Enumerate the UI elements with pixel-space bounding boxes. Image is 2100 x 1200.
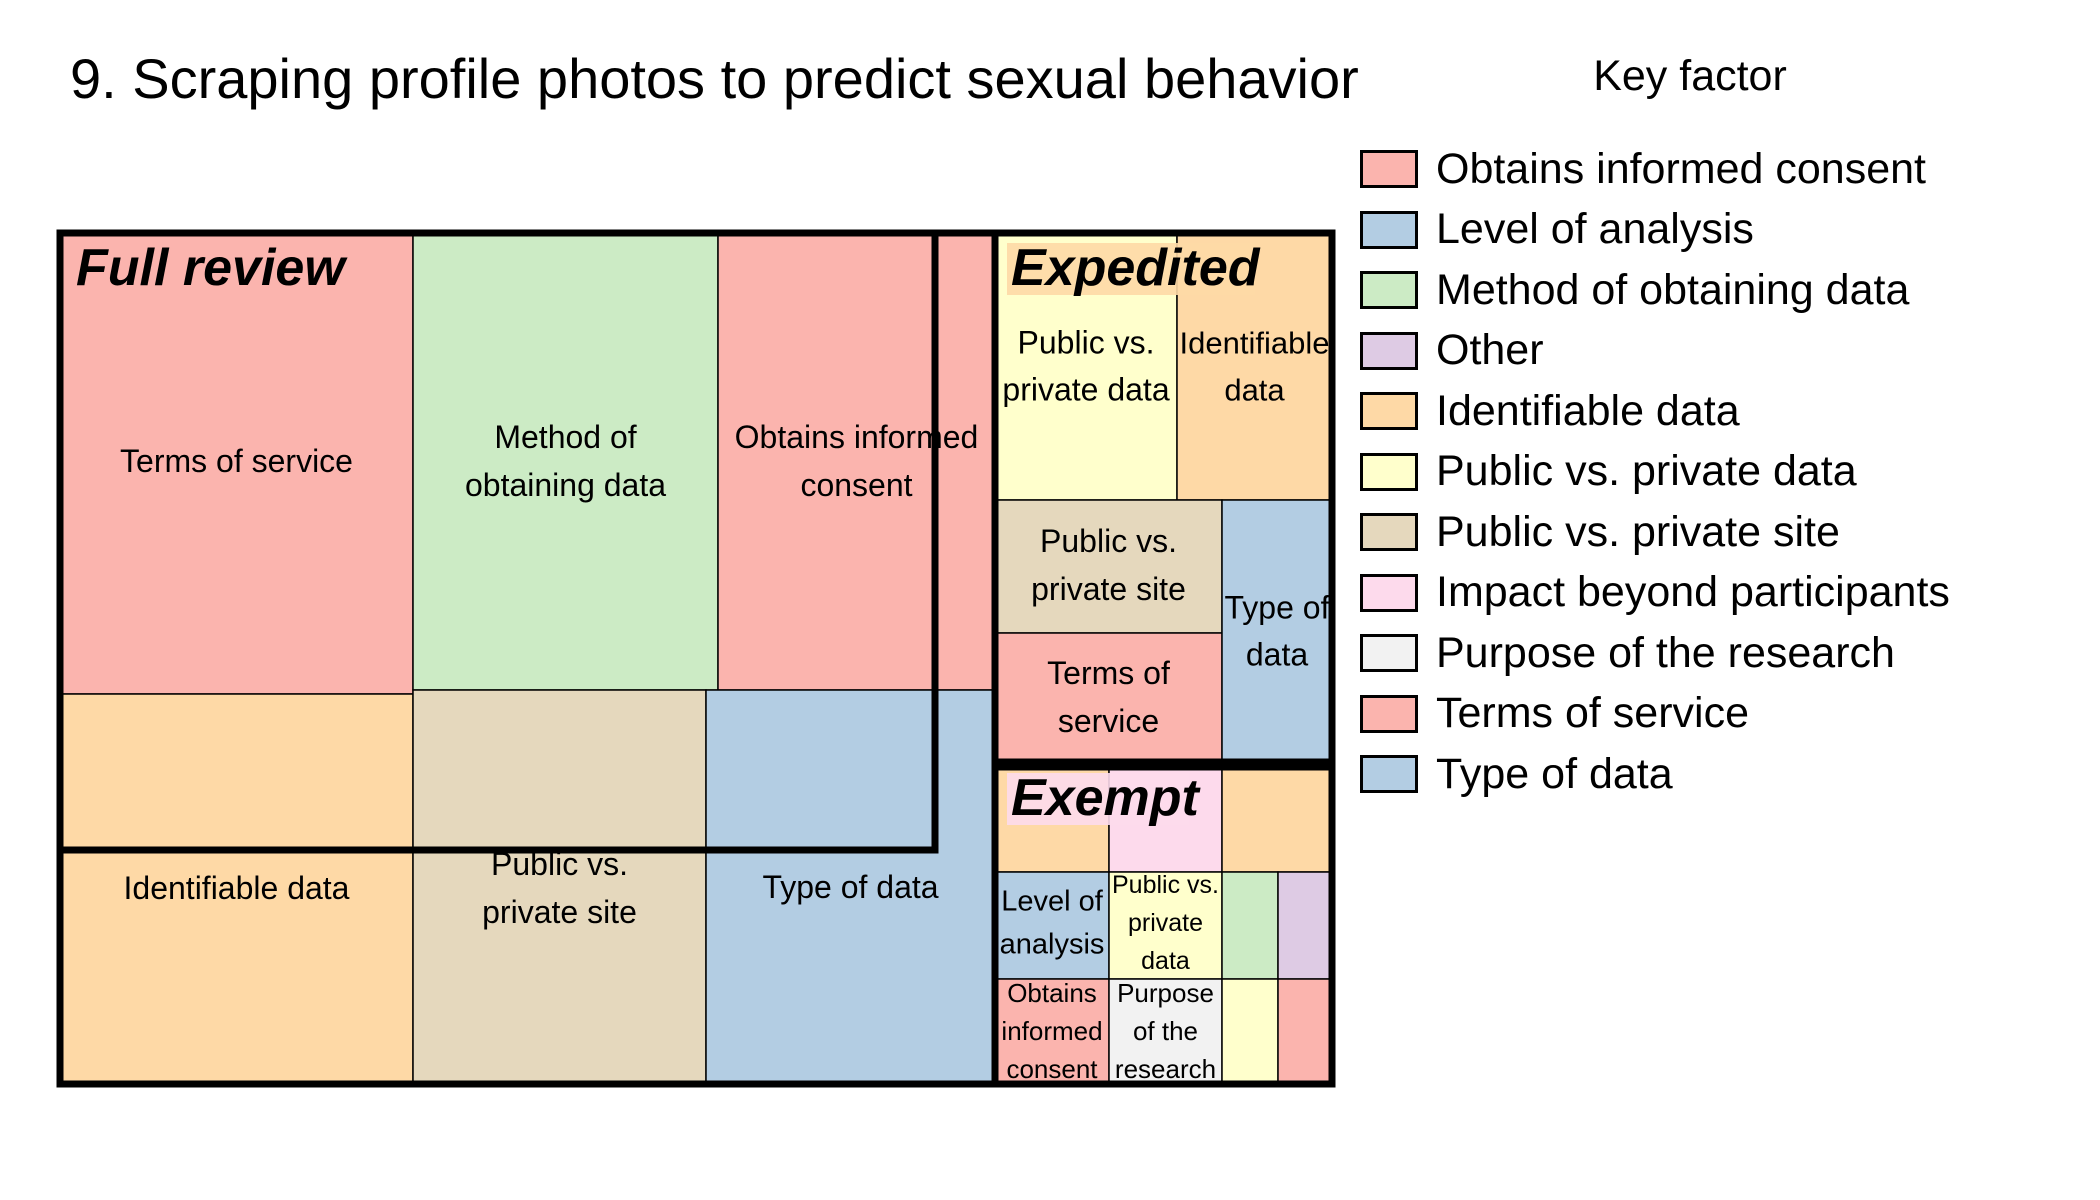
legend-swatch [1360, 392, 1418, 431]
legend-items: Obtains informed consent Level of analysi… [1360, 139, 2060, 805]
cell-rect [59, 232, 414, 695]
cell-full-review-method-of-obtaining-data: Method of obtaining data [412, 232, 719, 691]
group-label: Expedited [1011, 239, 1261, 297]
cell-label: Type of data [762, 869, 938, 905]
cell-label: Public vs. private data [1112, 871, 1219, 975]
chart-title: 9. Scraping profile photos to predict se… [70, 47, 1359, 110]
cell-label: Public vs. private site [1031, 523, 1186, 607]
legend-item-impact-beyond-participants: Impact beyond participants [1360, 563, 2060, 624]
cell-rect [717, 232, 996, 691]
cell-rect [1108, 871, 1223, 980]
legend-title: Key factor [1593, 52, 1787, 100]
legend-swatch [1360, 150, 1418, 189]
legend-item-type-of-data: Type of data [1360, 744, 2060, 805]
group-label-background [1007, 243, 1255, 295]
cell-exempt-method-of-obtaining-data [1221, 871, 1279, 980]
cell-label: Public vs. private data [1002, 325, 1169, 408]
cell-label: Terms of service [1047, 655, 1170, 739]
cell-full-review-terms-of-service: Terms of service [59, 232, 414, 695]
cell-expedited-type-of-data: Type of data [1221, 499, 1333, 763]
group-label-background [1007, 773, 1189, 825]
legend-item-purpose-of-the-research: Purpose of the research [1360, 623, 2060, 684]
legend-label: Terms of service [1436, 689, 1750, 738]
cell-exempt-identifiable-data [1221, 766, 1333, 873]
legend-item-identifiable-data: Identifiable data [1360, 381, 2060, 442]
legend-swatch [1360, 573, 1418, 612]
cell-label: Method of obtaining data [465, 419, 666, 503]
legend-item-obtains-informed-consent: Obtains informed consent [1360, 139, 2060, 200]
cell-rect [1221, 871, 1279, 980]
legend-label: Type of data [1436, 749, 1673, 798]
legend-label: Identifiable data [1436, 386, 1740, 435]
legend-label: Obtains informed consent [1436, 144, 1926, 193]
cell-rect [994, 632, 1223, 763]
cell-rect [1277, 978, 1333, 1085]
cell-exempt-public-vs-private-data [1221, 978, 1279, 1085]
cell-exempt-level-of-analysis: Level of analysis [994, 871, 1110, 980]
cell-label: Terms of service [120, 443, 353, 479]
treemap-chart: Terms of service Method of obtaining data O… [56, 229, 1336, 1088]
cell-rect [994, 871, 1110, 980]
legend-swatch [1360, 210, 1418, 249]
legend-item-public-vs-private-data: Public vs. private data [1360, 442, 2060, 503]
cell-expedited-public-vs-private-site: Public vs. private site [994, 499, 1223, 634]
legend-swatch [1360, 513, 1418, 552]
legend-swatch [1360, 634, 1418, 673]
legend-item-method-of-obtaining-data: Method of obtaining data [1360, 260, 2060, 321]
legend-item-other: Other [1360, 321, 2060, 382]
legend-label: Other [1436, 326, 1544, 375]
cell-exempt-terms-of-service [1277, 978, 1333, 1085]
legend-label: Method of obtaining data [1436, 265, 1910, 314]
treemap-outer-border [56, 229, 1336, 1088]
cell-label: Obtains informed consent [1001, 978, 1102, 1084]
cell-rect [1221, 499, 1333, 763]
legend-label: Impact beyond participants [1436, 568, 1950, 617]
cell-rect [412, 232, 719, 691]
cell-full-review-type-of-data: Type of data [705, 689, 996, 1085]
cell-label: Purpose of the research [1115, 978, 1216, 1084]
cell-label: Type of data [1225, 590, 1330, 673]
legend: Key factor Obtains informed consent Level… [1360, 52, 2060, 805]
legend-swatch [1360, 452, 1418, 491]
cell-rect [1221, 978, 1279, 1085]
legend-label: Public vs. private data [1436, 447, 1857, 496]
cell-rect [994, 499, 1223, 634]
cell-full-review-obtains-informed-consent: Obtains informed consent [717, 232, 996, 691]
cell-rect [994, 978, 1110, 1085]
cell-full-review-public-vs-private-site: Public vs. private site [412, 689, 707, 1085]
cell-label: Identifiable data [124, 870, 350, 906]
legend-swatch [1360, 694, 1418, 733]
legend-label: Purpose of the research [1436, 628, 1895, 677]
cell-label: Identifiable data [1180, 325, 1330, 407]
legend-swatch [1360, 755, 1418, 794]
cell-rect [1277, 871, 1333, 980]
group-full-review: Terms of service Method of obtaining data O… [56, 229, 996, 1085]
legend-swatch [1360, 331, 1418, 370]
legend-swatch [1360, 271, 1418, 310]
group-label: Exempt [1011, 769, 1202, 827]
legend-label: Level of analysis [1436, 205, 1754, 254]
cell-exempt-public-vs-private-data: Public vs. private data [1108, 871, 1223, 980]
group-label: Full review [76, 239, 348, 297]
cell-full-review-identifiable-data: Identifiable data [59, 693, 414, 1085]
legend-item-level-of-analysis: Level of analysis [1360, 200, 2060, 261]
legend-item-public-vs-private-site: Public vs. private site [1360, 502, 2060, 563]
cell-rect [705, 689, 996, 1085]
cell-rect [412, 689, 707, 1085]
cell-rect [1221, 766, 1333, 873]
cell-label: Level of analysis [1000, 886, 1105, 961]
cell-expedited-terms-of-service: Terms of service [994, 632, 1223, 763]
legend-item-terms-of-service: Terms of service [1360, 684, 2060, 745]
cell-exempt-purpose-of-the-research: Purpose of the research [1108, 978, 1223, 1085]
legend-label: Public vs. private site [1436, 507, 1840, 556]
cell-exempt-other [1277, 871, 1333, 980]
cell-exempt-obtains-informed-consent: Obtains informed consent [994, 978, 1110, 1085]
